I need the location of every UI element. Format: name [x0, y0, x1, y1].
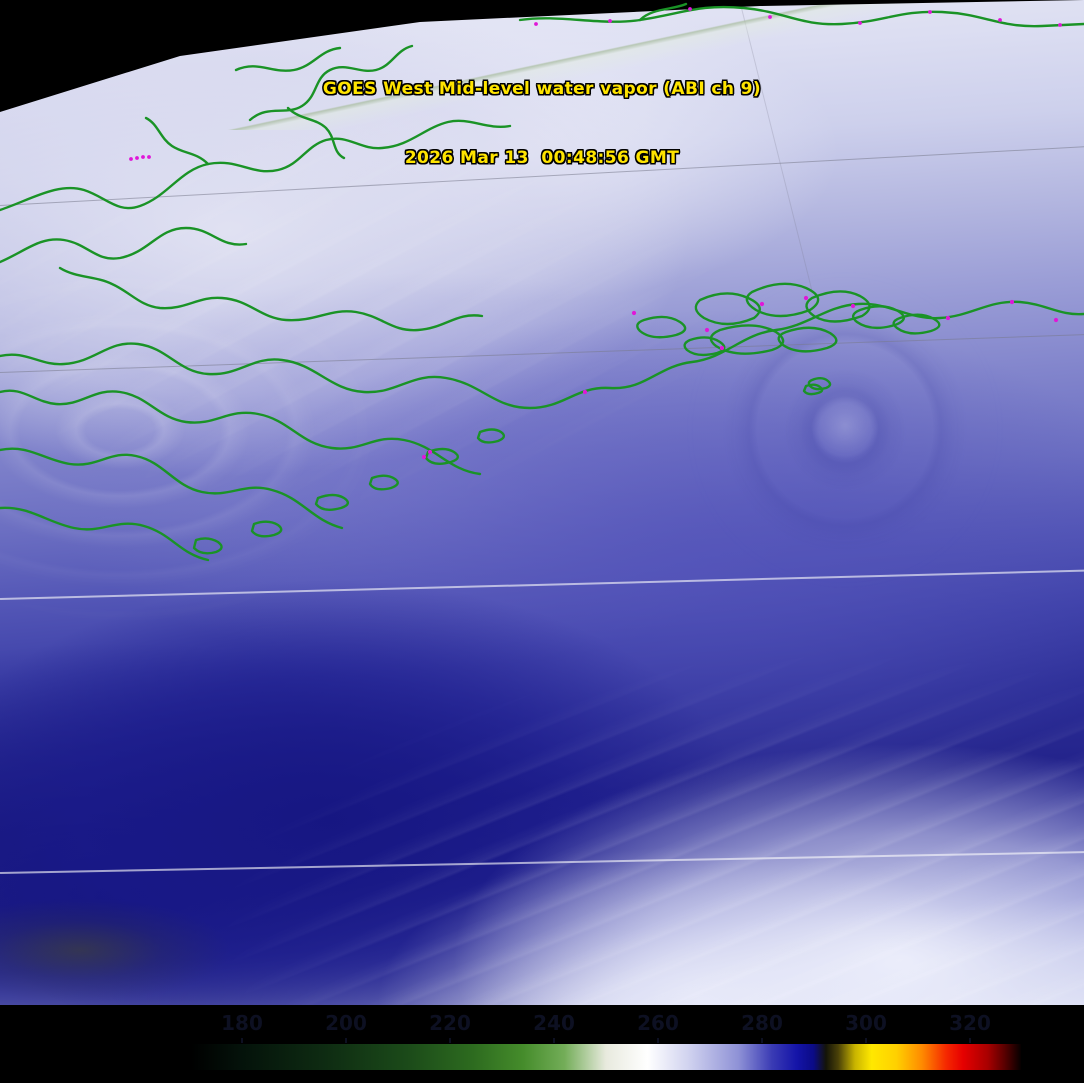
colorbar-tick-300 [865, 1038, 867, 1047]
colorbar-label-180: 180 [221, 1011, 263, 1035]
colorbar-label-300: 300 [845, 1011, 887, 1035]
title-line-2: 2026 Mar 13 00:48:56 GMT [404, 148, 680, 168]
colorbar-tick-200 [345, 1038, 347, 1047]
colorbar-label-240: 240 [533, 1011, 575, 1035]
colorbar-tick-180 [241, 1038, 243, 1047]
colorbar-label-280: 280 [741, 1011, 783, 1035]
colorbar-tick-240 [553, 1038, 555, 1047]
colorbar-label-320: 320 [949, 1011, 991, 1035]
colorbar-tick-labels: 180 200 220 240 260 280 300 320 [190, 1011, 1022, 1047]
colorbar-label-220: 220 [429, 1011, 471, 1035]
image-title: GOES West Mid-level water vapor (ABI ch … [0, 32, 1084, 216]
colorbar-label-200: 200 [325, 1011, 367, 1035]
colorbar-tick-280 [761, 1038, 763, 1047]
colorbar-tick-320 [969, 1038, 971, 1047]
map-overlay-coastlines [0, 2, 1084, 562]
colorbar-tick-220 [449, 1038, 451, 1047]
colorbar-label-260: 260 [637, 1011, 679, 1035]
satellite-image: GOES West Mid-level water vapor (ABI ch … [0, 0, 1084, 1005]
colorbar-tick-260 [657, 1038, 659, 1047]
colorbar-gradient [190, 1043, 1022, 1071]
title-line-1: GOES West Mid-level water vapor (ABI ch … [322, 79, 762, 99]
